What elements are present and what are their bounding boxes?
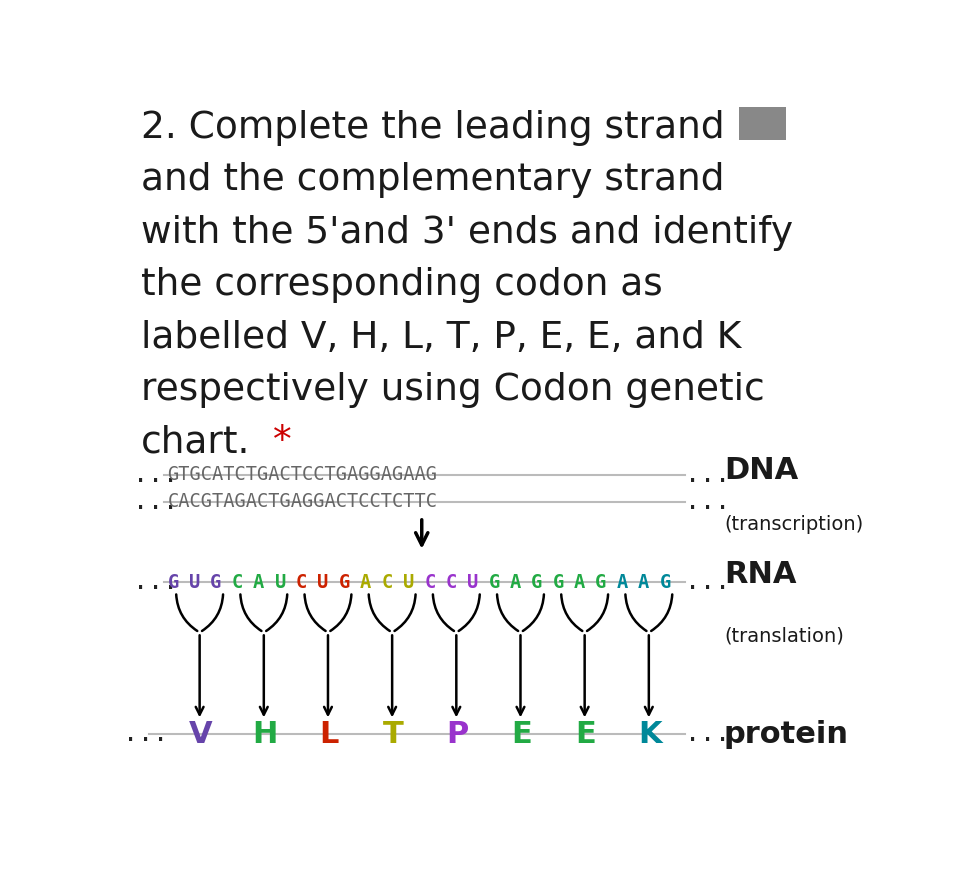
Text: G: G [338, 573, 350, 592]
Text: C: C [445, 573, 457, 592]
Text: respectively using Codon genetic: respectively using Codon genetic [141, 372, 765, 408]
Text: C: C [231, 573, 243, 592]
Text: ...: ... [123, 722, 168, 746]
Text: G: G [553, 573, 564, 592]
Text: ...: ... [134, 489, 179, 514]
Text: V: V [189, 719, 212, 749]
Text: with the 5'and 3' ends and identify: with the 5'and 3' ends and identify [141, 215, 793, 251]
Text: E: E [576, 719, 597, 749]
Text: *: * [261, 424, 293, 460]
Text: G: G [532, 573, 542, 592]
Text: C: C [296, 573, 307, 592]
Text: A: A [360, 573, 371, 592]
Text: ...: ... [134, 463, 179, 486]
Text: RNA: RNA [724, 560, 796, 589]
Text: the corresponding codon as: the corresponding codon as [141, 267, 663, 303]
Text: ...: ... [685, 463, 730, 486]
Text: U: U [274, 573, 286, 592]
Text: ...: ... [685, 722, 730, 746]
Text: U: U [467, 573, 478, 592]
Text: T: T [382, 719, 403, 749]
Text: and the complementary strand: and the complementary strand [141, 163, 725, 199]
Text: A: A [617, 573, 628, 592]
FancyBboxPatch shape [740, 108, 786, 140]
Text: ...: ... [685, 570, 730, 594]
Text: A: A [639, 573, 649, 592]
Text: A: A [510, 573, 521, 592]
Text: G: G [596, 573, 607, 592]
Text: H: H [252, 719, 277, 749]
Text: (translation): (translation) [724, 626, 844, 646]
Text: labelled V, H, L, T, P, E, E, and K: labelled V, H, L, T, P, E, E, and K [141, 319, 742, 355]
Text: E: E [511, 719, 532, 749]
Text: G: G [489, 573, 500, 592]
Text: (transcription): (transcription) [724, 515, 863, 534]
Text: U: U [317, 573, 329, 592]
Text: ...: ... [685, 489, 730, 514]
Text: ...: ... [134, 570, 179, 594]
Text: A: A [574, 573, 585, 592]
Text: U: U [402, 573, 414, 592]
Text: DNA: DNA [724, 456, 798, 486]
Text: P: P [446, 719, 468, 749]
Text: C: C [424, 573, 436, 592]
Text: chart.: chart. [141, 424, 250, 460]
Text: C: C [381, 573, 393, 592]
Text: L: L [319, 719, 338, 749]
Text: GTGCATCTGACTCCTGAGGAGAAG: GTGCATCTGACTCCTGAGGAGAAG [167, 466, 438, 484]
Text: CACGTAGACTGAGGACTCCTCTTC: CACGTAGACTGAGGACTCCTCTTC [167, 492, 438, 511]
Text: K: K [638, 719, 662, 749]
Text: U: U [189, 573, 200, 592]
Text: A: A [253, 573, 265, 592]
Text: G: G [660, 573, 671, 592]
Text: 2. Complete the leading strand: 2. Complete the leading strand [141, 110, 725, 146]
Text: protein: protein [724, 719, 849, 749]
Text: G: G [167, 573, 179, 592]
Text: G: G [210, 573, 222, 592]
